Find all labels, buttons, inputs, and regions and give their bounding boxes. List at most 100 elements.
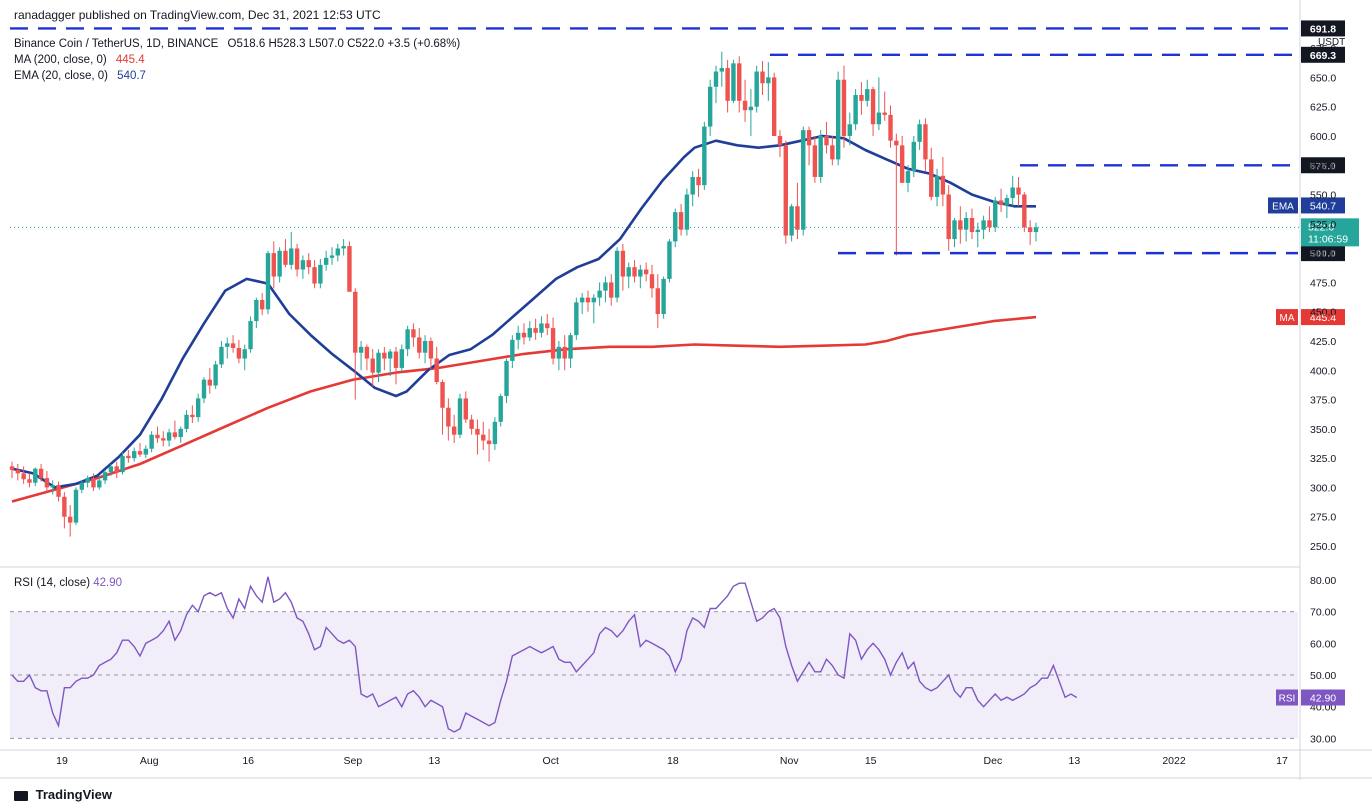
candle-body	[126, 455, 131, 459]
candle	[789, 203, 794, 242]
price-tick-label: 275.0	[1310, 512, 1336, 524]
candle	[1004, 194, 1010, 218]
candle	[405, 325, 410, 357]
candle	[323, 250, 329, 271]
candle	[97, 475, 102, 490]
price-tick-label: 450.0	[1310, 307, 1336, 319]
candle-body	[341, 246, 346, 249]
candles-layer	[9, 51, 1300, 537]
candle	[824, 121, 829, 154]
candle-body	[830, 145, 835, 160]
candle-body	[422, 340, 428, 353]
candle-body	[859, 94, 864, 101]
candle-body	[742, 100, 748, 111]
candle	[923, 118, 928, 172]
candle-body	[841, 79, 847, 136]
candle	[341, 239, 346, 256]
candle	[91, 473, 96, 491]
candle	[917, 119, 922, 151]
symbol-title[interactable]: Binance Coin / TetherUS, 1D, BINANCE	[14, 38, 219, 50]
candle-body	[806, 130, 812, 146]
candle	[946, 185, 951, 251]
candle	[859, 82, 864, 115]
candle-body	[428, 340, 434, 359]
price-axis[interactable]: 250.0 275.0 300.0 325.0 350.0 375.0 400.0 425.0…	[1310, 37, 1345, 553]
candle-body	[754, 71, 759, 107]
currency-label: USDT	[1318, 37, 1345, 48]
rsi-legend-label[interactable]: RSI (14, close)	[14, 577, 91, 589]
candle-body	[533, 328, 538, 333]
candle-body	[417, 337, 422, 353]
candle-body	[556, 346, 562, 359]
candle-body	[562, 346, 567, 359]
candle	[242, 344, 247, 371]
candle-body	[789, 206, 794, 236]
candle-body	[219, 346, 224, 365]
candle	[643, 262, 649, 282]
candle-body	[649, 274, 655, 289]
chart-legend: Binance Coin / TetherUS, 1D, BINANCE O51…	[14, 36, 466, 84]
candle-body	[225, 343, 230, 347]
ma-legend-label[interactable]: MA (200, close, 0)	[14, 54, 107, 66]
candle	[568, 332, 573, 368]
time-tick-label: 15	[865, 755, 877, 767]
candle	[271, 241, 277, 289]
price-tick-label: 325.0	[1310, 453, 1336, 465]
candle	[638, 264, 643, 289]
candle	[277, 247, 282, 283]
candle	[79, 480, 85, 494]
price-tick-label: 350.0	[1310, 424, 1336, 436]
candle	[166, 428, 172, 447]
candle	[783, 140, 788, 244]
rsi-tick-label: 50.00	[1310, 670, 1336, 682]
candle	[1016, 176, 1021, 207]
candle	[283, 239, 288, 268]
candle-body	[370, 358, 375, 373]
candle-body	[969, 217, 975, 233]
candle-body	[492, 421, 498, 445]
candle	[172, 420, 178, 440]
symbol-row: Binance Coin / TetherUS, 1D, BINANCE O51…	[14, 36, 466, 52]
candle	[585, 290, 591, 312]
candle-body	[585, 297, 591, 303]
candle-body	[399, 349, 405, 368]
candle-body	[358, 346, 364, 353]
price-tick-label: 675.0	[1310, 43, 1336, 55]
candle	[690, 171, 695, 207]
candle	[347, 241, 352, 292]
candle-body	[899, 145, 905, 183]
candle-body	[143, 448, 149, 455]
candle-body	[318, 264, 323, 284]
candle	[748, 89, 754, 136]
candle	[777, 130, 783, 158]
time-axis[interactable]: 19 Aug 16 Sep 13 Oct 18 Nov 15 Dec 13 2022 17	[56, 755, 1288, 767]
candle-body	[603, 282, 608, 291]
ema-legend-label[interactable]: EMA (20, close, 0)	[14, 70, 108, 82]
candle-body	[236, 348, 242, 359]
candle	[510, 335, 515, 368]
candle-body	[946, 194, 951, 240]
candle	[597, 282, 602, 306]
candle-body	[981, 220, 986, 230]
candle	[207, 367, 213, 394]
candle-body	[737, 63, 742, 101]
candle-body	[626, 267, 631, 277]
candle-body	[335, 248, 341, 256]
price-tick-label: 625.0	[1310, 102, 1336, 114]
candle	[387, 349, 393, 377]
candle	[44, 471, 50, 493]
candle	[469, 414, 474, 435]
candle-body	[271, 253, 277, 277]
candle	[801, 126, 806, 236]
candle-body	[527, 328, 533, 338]
tradingview-logo[interactable]: TradingView	[14, 787, 112, 802]
level-label: 691.8	[1310, 23, 1336, 35]
candle	[818, 130, 823, 183]
candle	[434, 346, 439, 385]
ma-legend-row: MA (200, close, 0) 445.4	[14, 52, 466, 68]
candle	[422, 335, 428, 364]
countdown-label: 11:06:59	[1308, 233, 1348, 245]
candle	[358, 340, 364, 371]
candle	[294, 243, 300, 277]
